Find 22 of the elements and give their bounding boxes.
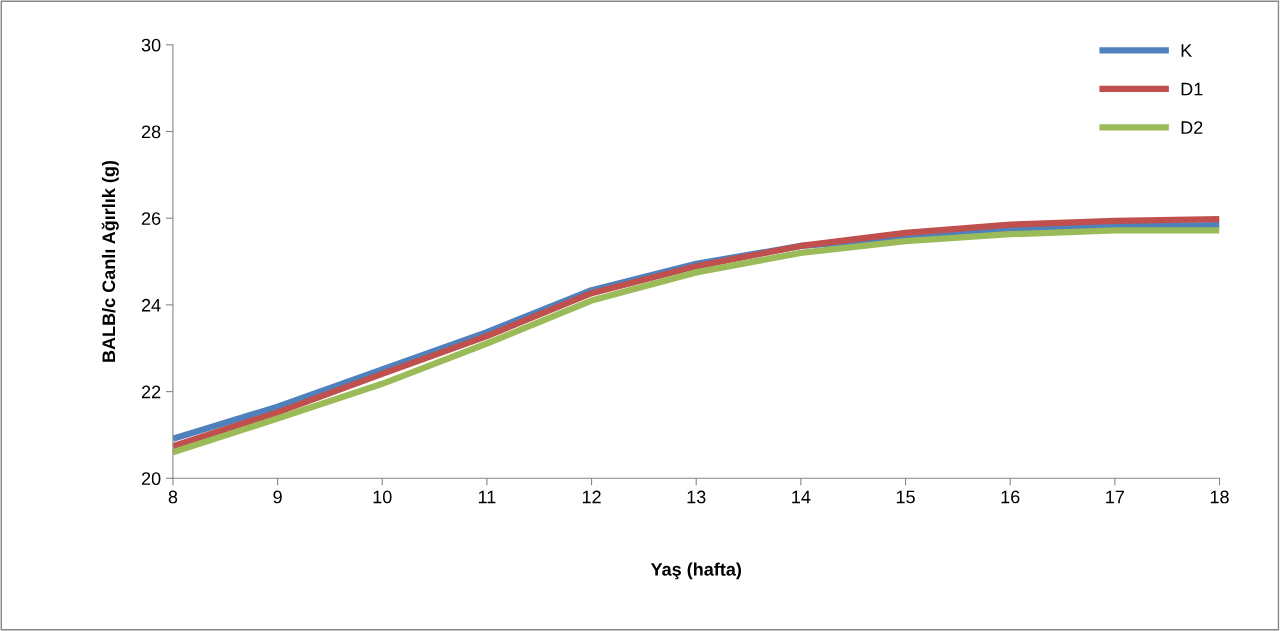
y-tick-label: 26 (141, 212, 161, 225)
x-tick-label: 11 (478, 490, 496, 504)
x-tick-label: 18 (1210, 490, 1229, 504)
legend-label: K (1181, 44, 1193, 57)
legend-label: D2 (1181, 121, 1203, 134)
y-tick-label: 30 (141, 38, 161, 52)
x-tick-label: 17 (1106, 490, 1124, 504)
x-tick-label: 16 (1001, 490, 1020, 504)
y-tick-label: 24 (141, 298, 161, 312)
y-tick-label: 20 (141, 472, 161, 486)
x-tick-label: 10 (373, 490, 392, 504)
legend-label: D1 (1181, 82, 1203, 96)
x-tick-label: 13 (687, 490, 706, 504)
y-tick-label: 22 (141, 385, 161, 399)
x-tick-label: 12 (582, 490, 601, 504)
y-axis-title: BALB/c Canlı Ağırlık (g) (101, 160, 119, 362)
x-tick-label: 14 (792, 490, 811, 504)
x-tick-label: 9 (273, 490, 282, 504)
y-tick-label: 28 (141, 125, 161, 139)
x-tick-label: 15 (896, 490, 915, 504)
x-axis-title: Yaş (hafta) (650, 562, 741, 580)
x-tick-label: 8 (168, 490, 178, 504)
